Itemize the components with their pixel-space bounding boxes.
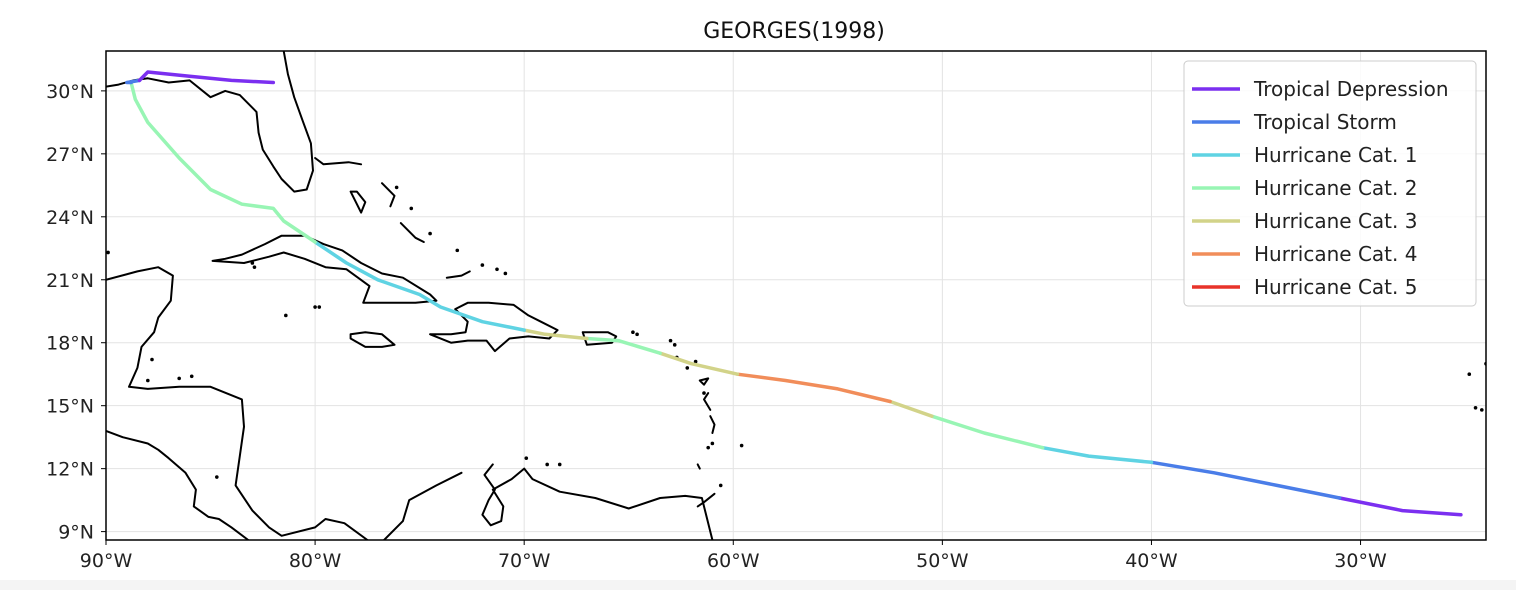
track-segment-12 <box>137 70 276 85</box>
x-tick-label-6: 30°W <box>1334 550 1387 572</box>
legend-box <box>1183 60 1477 307</box>
island-15 <box>710 441 715 446</box>
coastline-15 <box>703 392 712 411</box>
x-tick-label-5: 40°W <box>1125 550 1178 572</box>
track-segment-4 <box>888 399 934 418</box>
island-22 <box>284 313 288 318</box>
y-tick-label-4: 21°N <box>46 270 94 292</box>
island-17 <box>739 443 744 448</box>
y-tick-label-7: 30°N <box>46 81 94 103</box>
island-9 <box>668 338 673 343</box>
island-23 <box>313 305 317 309</box>
coastline-18 <box>696 492 716 508</box>
x-tick-label-4: 50°W <box>916 550 969 572</box>
track-segment-3 <box>930 414 1045 450</box>
island-10 <box>672 343 677 347</box>
island-25 <box>252 265 257 269</box>
track-segment-7 <box>585 336 662 355</box>
island-16 <box>706 445 710 450</box>
track-segment-2 <box>1040 445 1154 465</box>
x-tick-label-2: 70°W <box>498 550 551 572</box>
legend-label-0: Tropical Depression <box>1253 77 1449 101</box>
x-tick-label-3: 60°W <box>707 550 760 572</box>
coastline-7 <box>481 463 714 540</box>
coastline-12 <box>399 222 425 243</box>
island-27 <box>189 374 194 379</box>
track-segment-11 <box>125 78 142 85</box>
island-34 <box>1486 364 1490 368</box>
y-tick-label-0: 9°N <box>58 522 94 544</box>
island-31 <box>146 378 150 383</box>
y-tick-label-1: 12°N <box>46 459 94 481</box>
coastline-17 <box>696 463 701 470</box>
x-tick-label-0: 90°W <box>80 550 133 572</box>
coastline-0 <box>106 51 314 193</box>
coastline-8 <box>383 471 463 540</box>
island-19 <box>545 462 549 467</box>
y-axis-ticks: 9°N 12°N 15°N 18°N 21°N 24°N 27°N 30°N <box>46 81 106 544</box>
bottom-strip <box>0 580 1516 590</box>
coastline-1 <box>106 266 369 540</box>
island-0 <box>394 185 399 190</box>
island-3 <box>455 248 460 253</box>
coastline-11 <box>381 182 396 208</box>
island-29 <box>150 357 154 362</box>
coastline-5 <box>429 301 559 353</box>
island-12 <box>693 359 698 364</box>
y-tick-label-5: 24°N <box>46 207 94 229</box>
coastlines <box>106 51 1490 540</box>
island-13 <box>685 366 690 370</box>
plot-frame <box>105 50 1487 541</box>
y-tick-label-2: 15°N <box>46 396 94 418</box>
island-7 <box>631 330 635 335</box>
island-14 <box>702 391 706 395</box>
track-segment-8 <box>522 328 589 341</box>
legend-label-5: Hurricane Cat. 4 <box>1254 242 1417 266</box>
coastline-16 <box>709 415 716 434</box>
y-tick-label-3: 18°N <box>46 333 94 355</box>
island-28 <box>177 376 181 381</box>
island-21 <box>557 462 562 467</box>
island-35 <box>1473 405 1478 410</box>
track-segment-6 <box>658 351 740 376</box>
storm-track <box>125 70 1463 517</box>
island-1 <box>409 206 414 211</box>
legend-label-4: Hurricane Cat. 3 <box>1254 209 1417 233</box>
coastline-9 <box>314 157 363 166</box>
y-tick-label-6: 27°N <box>46 144 94 166</box>
legend-label-3: Hurricane Cat. 2 <box>1254 176 1417 200</box>
island-36 <box>1480 408 1484 412</box>
island-5 <box>495 267 499 272</box>
island-18 <box>718 483 723 488</box>
coastline-2 <box>106 429 250 540</box>
coastline-14 <box>698 377 710 386</box>
track-segment-5 <box>735 372 892 404</box>
coastline-3 <box>211 234 438 304</box>
chart-title: GEORGES(1998) <box>703 19 885 44</box>
track-segment-1 <box>1149 460 1342 500</box>
x-axis-ticks: 90°W 80°W 70°W 60°W 50°W 40°W 30°W <box>80 540 1387 572</box>
track-segment-10 <box>129 80 317 244</box>
legend: Tropical Depression Tropical Storm Hurrica… <box>1183 60 1477 307</box>
island-24 <box>317 305 322 309</box>
track-segment-0 <box>1337 496 1463 517</box>
x-tick-label-1: 80°W <box>289 550 342 572</box>
island-26 <box>250 261 255 265</box>
island-6 <box>503 271 508 276</box>
island-32 <box>215 475 219 479</box>
coastline-13 <box>445 270 471 279</box>
legend-label-2: Hurricane Cat. 1 <box>1254 143 1417 167</box>
island-2 <box>428 231 432 236</box>
coastline-10 <box>349 190 367 214</box>
island-33 <box>1467 372 1472 377</box>
island-4 <box>480 263 485 267</box>
legend-label-1: Tropical Storm <box>1253 110 1397 134</box>
track-segment-9 <box>313 240 526 332</box>
coastline-4 <box>349 331 396 348</box>
island-20 <box>524 456 529 460</box>
island-30 <box>106 250 110 255</box>
legend-label-6: Hurricane Cat. 5 <box>1254 275 1417 299</box>
island-8 <box>635 332 639 337</box>
